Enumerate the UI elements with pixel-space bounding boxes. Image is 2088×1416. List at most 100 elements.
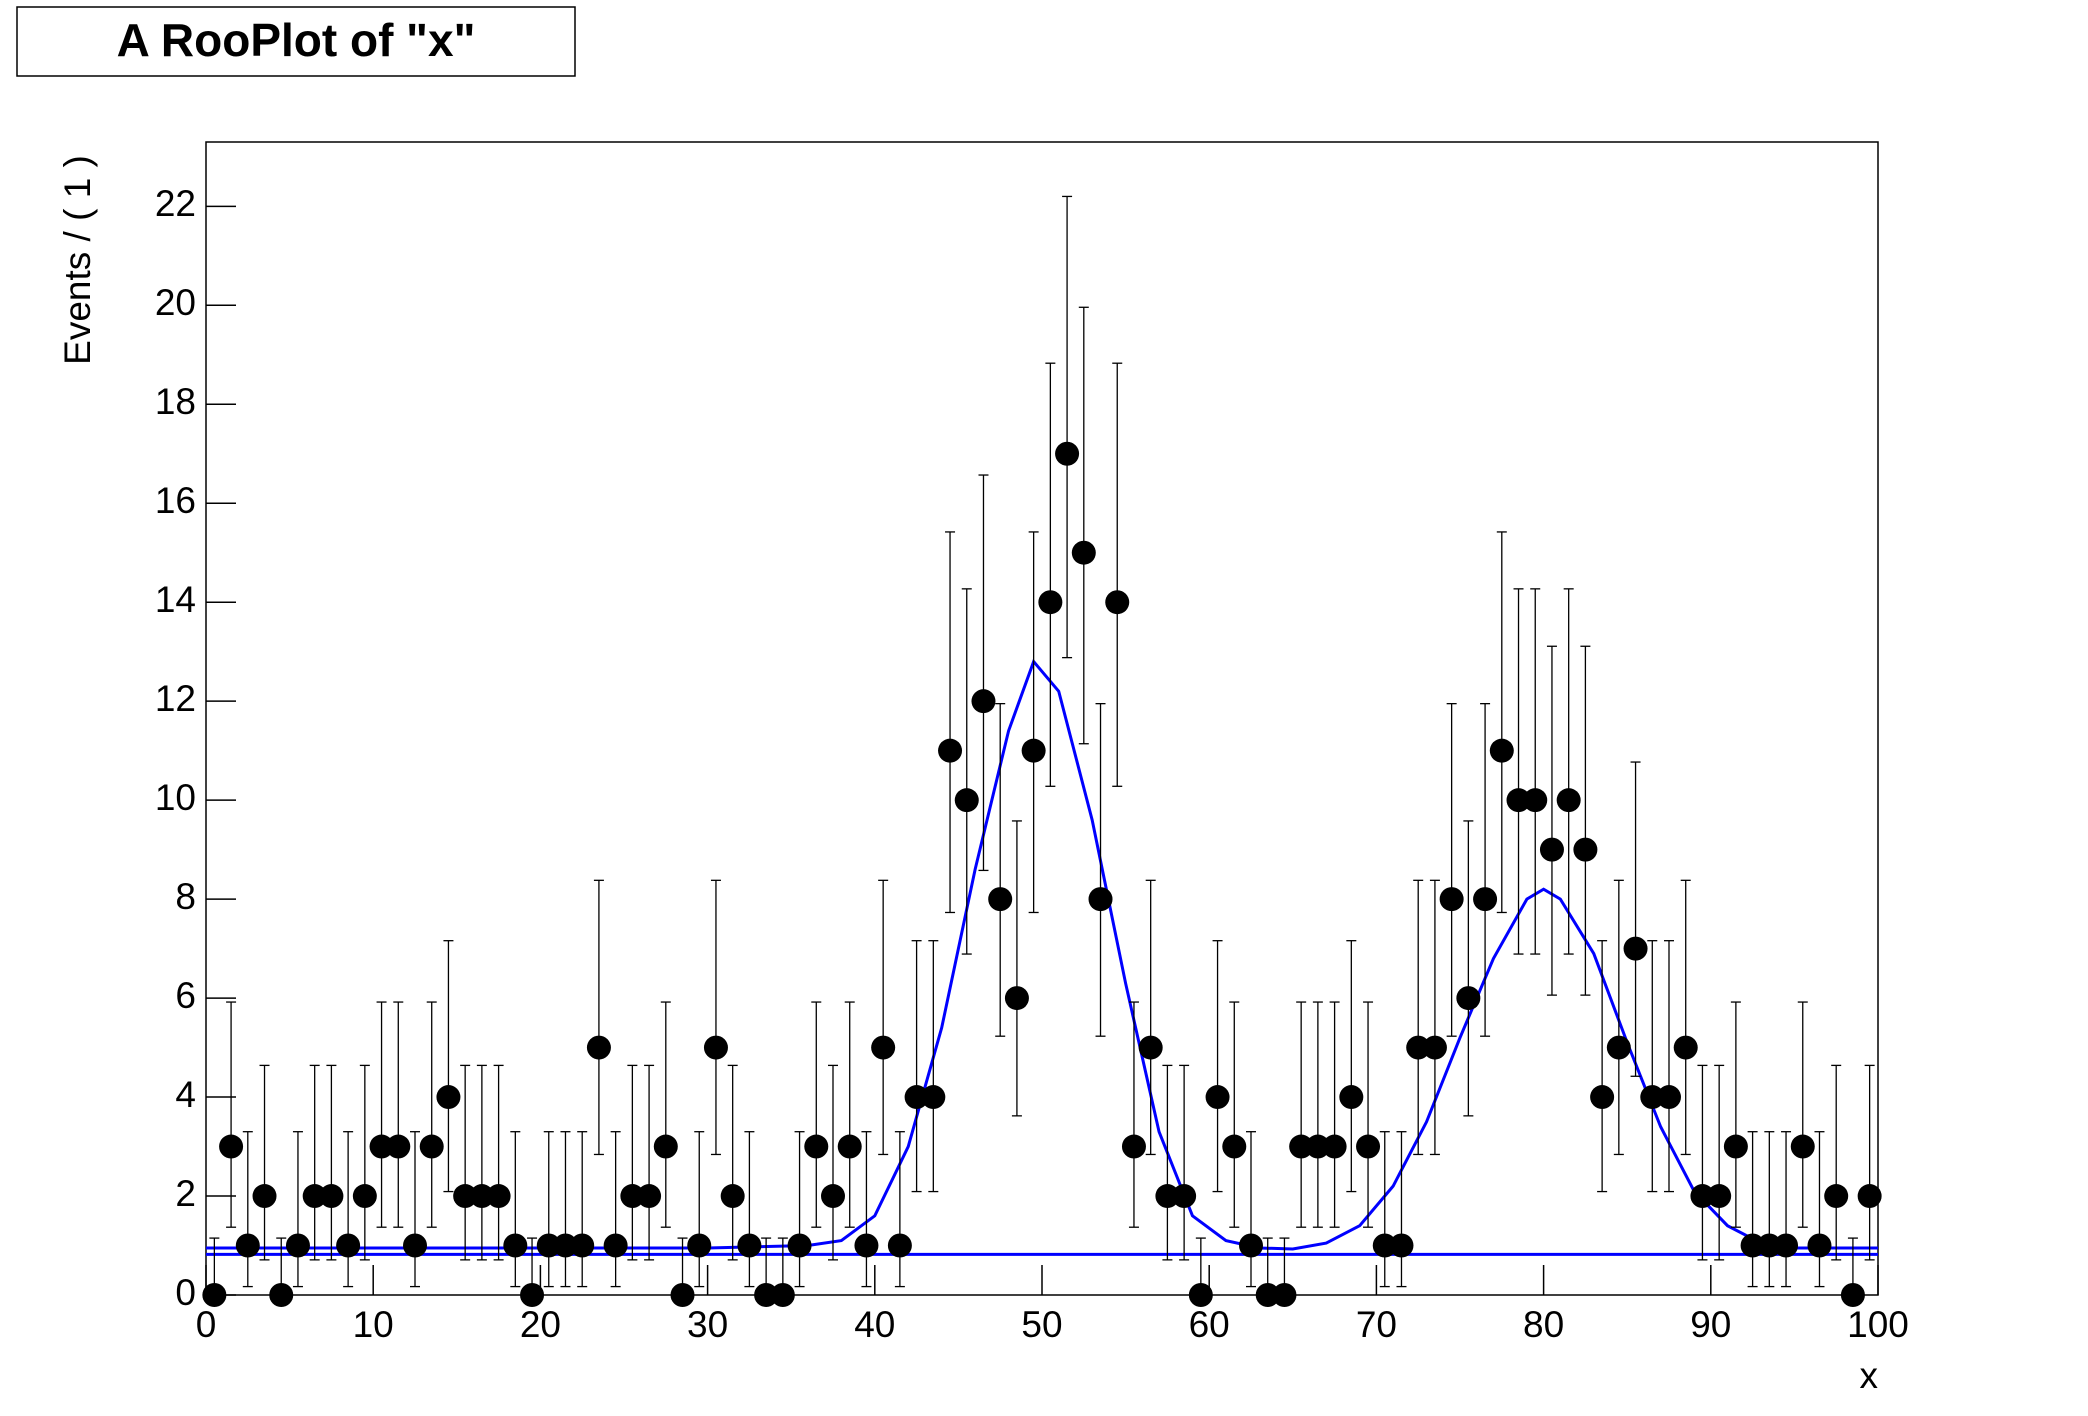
x-tick-label: 40 [854,1304,895,1345]
data-point [687,1233,712,1258]
y-tick-label: 4 [175,1074,196,1115]
x-tick-label: 100 [1847,1304,1909,1345]
data-point [453,1184,478,1209]
y-tick-label: 16 [155,480,196,521]
data-point [854,1233,879,1258]
data-point [553,1233,578,1258]
data-point [737,1233,762,1258]
data-point [503,1233,528,1258]
data-point [1640,1085,1665,1110]
data-point [1690,1184,1715,1209]
data-point [653,1134,678,1159]
data-point [1539,837,1564,862]
data-point [1188,1283,1213,1307]
data-point [1556,788,1581,813]
data-point [1723,1134,1748,1159]
data-point [1372,1233,1397,1258]
data-point [302,1184,327,1209]
data-point [887,1233,912,1258]
data-point [1857,1184,1882,1209]
data-point [1623,936,1648,961]
data-point [1740,1233,1765,1258]
data-point [536,1233,561,1258]
data-point [821,1184,845,1209]
y-tick-label: 18 [155,381,196,422]
data-point [1289,1134,1314,1159]
data-point [1389,1233,1414,1258]
data-point [1021,738,1046,763]
plot-frame [205,141,1879,1296]
chart-title: A RooPlot of "x" [117,14,476,66]
data-point [620,1184,645,1209]
data-point [1071,540,1096,565]
data-point [1707,1184,1732,1209]
data-point [871,1035,896,1060]
y-tick-label: 6 [175,975,196,1016]
data-point [520,1283,545,1307]
data-point [403,1233,427,1258]
y-axis-label: Events / ( 1 ) [57,155,98,365]
data-point [1172,1184,1197,1209]
data-point [1205,1085,1230,1110]
data-point [938,738,963,763]
data-point [570,1233,595,1258]
data-point [1339,1085,1364,1110]
data-point [486,1184,511,1209]
data-point [804,1134,829,1159]
data-point [369,1134,394,1159]
data-point [1757,1233,1782,1258]
data-point [219,1134,244,1159]
data-point [1272,1283,1297,1307]
y-tick-label: 8 [175,876,196,917]
data-point [1774,1233,1799,1258]
data-point [1606,1035,1631,1060]
data-point [770,1283,795,1307]
title-box [16,6,576,77]
y-tick-label: 10 [155,777,196,818]
data-point [336,1233,361,1258]
data-point [1356,1134,1381,1159]
data-point [419,1134,444,1159]
data-point [352,1184,377,1209]
data-point [1439,887,1464,912]
y-tick-label: 14 [155,579,196,620]
data-point [670,1283,695,1307]
data-point [1824,1184,1849,1209]
data-point [235,1233,260,1258]
x-tick-label: 70 [1356,1304,1397,1345]
data-point [1138,1035,1163,1060]
y-tick-label: 20 [155,282,196,323]
data-point [1222,1134,1247,1159]
data-point [1038,590,1063,615]
data-point [1088,887,1113,912]
data-point [1590,1085,1615,1110]
data-point [436,1085,461,1110]
data-point [586,1035,611,1060]
data-point [1506,788,1531,813]
data-point [703,1035,728,1060]
data-point [1456,986,1481,1011]
data-point [1807,1233,1832,1258]
x-tick-label: 20 [520,1304,561,1345]
x-tick-label: 0 [196,1304,217,1345]
x-tick-label: 90 [1690,1304,1731,1345]
data-point [1055,441,1080,466]
x-tick-label: 80 [1523,1304,1564,1345]
data-point [1673,1035,1698,1060]
x-tick-label: 10 [353,1304,394,1345]
data-point [285,1233,310,1258]
data-point [1121,1134,1146,1159]
data-point [1473,887,1498,912]
x-tick-label: 50 [1021,1304,1062,1345]
data-point [1322,1134,1347,1159]
data-point [386,1134,411,1159]
data-point [252,1184,277,1209]
y-tick-label: 12 [155,678,196,719]
data-point [954,788,979,813]
data-point [921,1085,946,1110]
data-point [1239,1233,1263,1258]
data-point [720,1184,745,1209]
y-tick-label: 2 [175,1173,196,1214]
